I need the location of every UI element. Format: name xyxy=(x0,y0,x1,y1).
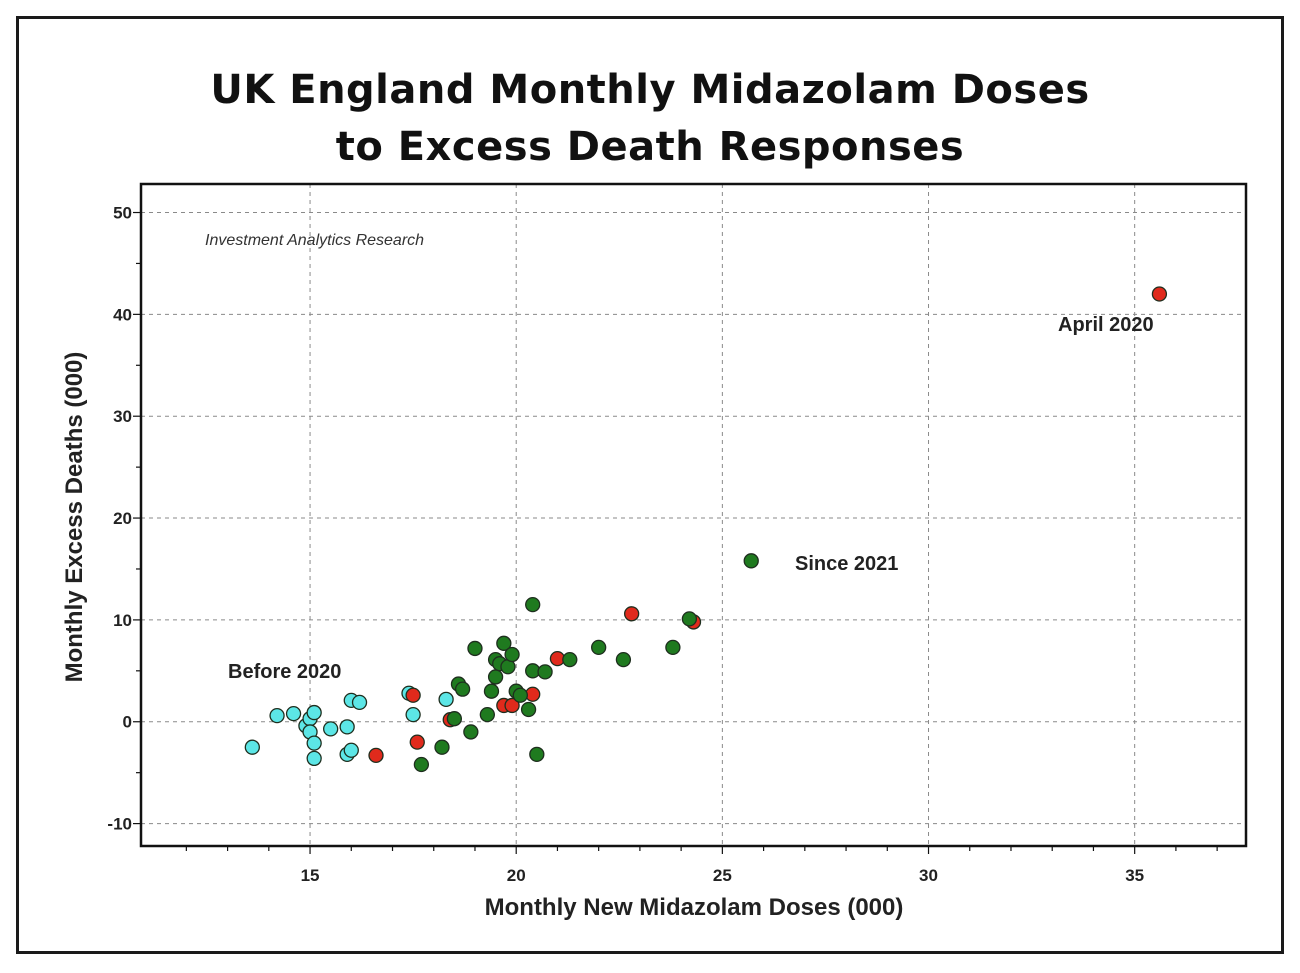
y-axis-ticks: -10 0 10 20 30 40 50 xyxy=(107,204,132,834)
point-since xyxy=(537,664,553,680)
y-tick-label: 40 xyxy=(113,305,132,324)
point-before xyxy=(323,721,339,737)
point-y2020 xyxy=(624,606,640,622)
point-since xyxy=(467,640,483,657)
y-tick-label: 10 xyxy=(113,611,132,630)
chart-frame xyxy=(16,16,1284,954)
point-since xyxy=(413,756,430,773)
point-since xyxy=(479,706,495,723)
point-since xyxy=(512,687,528,703)
x-axis-ticks: 15 20 25 30 35 xyxy=(301,866,1145,885)
point-before xyxy=(306,735,322,751)
y-axis-label: Monthly Excess Deaths (000) xyxy=(61,352,88,683)
y-tick-label: 20 xyxy=(113,509,132,528)
point-y2020 xyxy=(504,697,520,714)
point-before xyxy=(339,719,355,735)
point-y2020 xyxy=(1151,286,1168,302)
x-tick-label: 35 xyxy=(1125,866,1144,885)
watermark-text: Investment Analytics Research xyxy=(205,232,424,249)
data-points xyxy=(244,286,1168,773)
point-before xyxy=(306,750,322,767)
point-since xyxy=(446,711,463,727)
annotation-before-2020: Before 2020 xyxy=(228,661,341,683)
point-y2020 xyxy=(405,687,421,703)
y-tick-label: -10 xyxy=(107,815,132,834)
x-axis-label: Monthly New Midazolam Doses (000) xyxy=(485,894,904,921)
annotation-since-2021: Since 2021 xyxy=(795,553,898,575)
x-tick-label: 15 xyxy=(301,866,320,885)
point-since xyxy=(681,611,698,627)
point-since xyxy=(434,739,450,755)
point-since xyxy=(496,635,512,651)
point-since xyxy=(487,669,504,685)
x-tick-label: 25 xyxy=(713,866,732,885)
chart-title-line2: to Excess Death Responses xyxy=(335,124,965,170)
annotation-april-2020: April 2020 xyxy=(1058,314,1154,336)
point-since xyxy=(665,639,681,656)
chart-title: UK England Monthly Midazolam Doses to Ex… xyxy=(0,62,1300,176)
point-before xyxy=(285,705,302,722)
point-before xyxy=(438,691,454,707)
point-since xyxy=(504,646,520,663)
point-y2020 xyxy=(368,747,384,764)
y-tick-label: 0 xyxy=(123,713,132,732)
point-since-legend xyxy=(743,553,759,569)
y-tick-label: 50 xyxy=(113,204,132,223)
point-since xyxy=(615,651,632,668)
point-since xyxy=(483,683,500,699)
point-y2020 xyxy=(409,734,425,750)
point-since xyxy=(463,724,479,740)
point-since xyxy=(562,651,578,668)
x-tick-label: 20 xyxy=(507,866,526,885)
point-since xyxy=(529,746,545,762)
minor-ticks xyxy=(133,211,1218,854)
x-tick-label: 30 xyxy=(919,866,938,885)
point-before xyxy=(306,704,322,721)
point-since xyxy=(520,701,537,718)
point-before xyxy=(351,694,368,711)
point-before xyxy=(405,706,421,723)
point-before xyxy=(244,739,260,755)
point-before xyxy=(269,707,285,724)
point-since xyxy=(454,681,471,697)
y-tick-label: 30 xyxy=(113,407,132,426)
point-since xyxy=(525,596,541,613)
point-since xyxy=(591,639,607,656)
grid-lines xyxy=(141,184,1246,846)
plot-area-border xyxy=(139,182,1248,848)
point-before xyxy=(343,742,359,758)
chart-title-line1: UK England Monthly Midazolam Doses xyxy=(210,67,1090,113)
